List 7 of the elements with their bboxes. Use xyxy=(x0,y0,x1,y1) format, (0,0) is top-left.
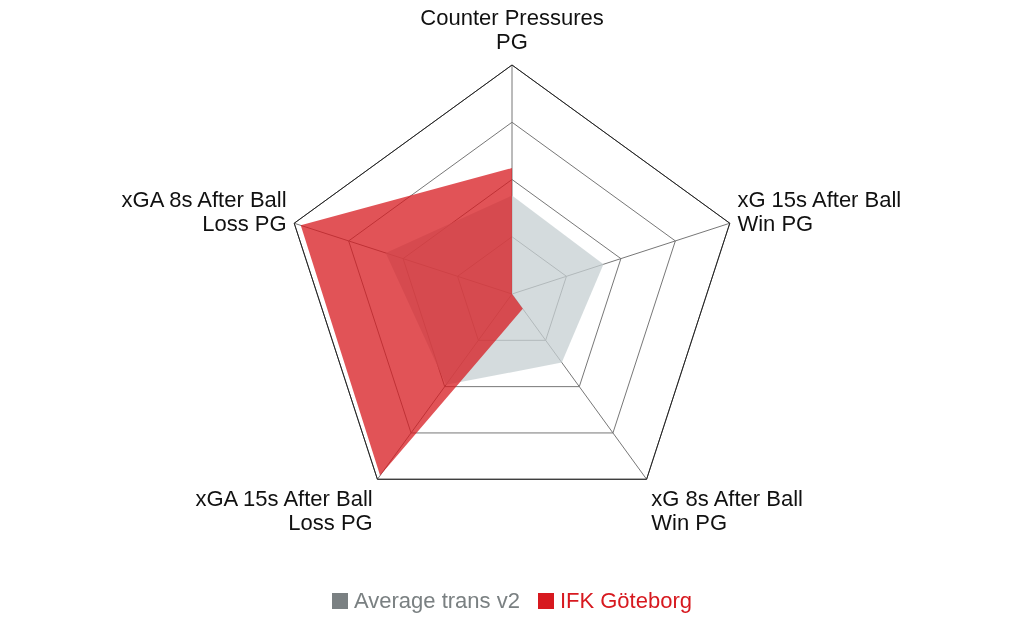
spoke-label: xGA 8s After Ball Loss PG xyxy=(121,186,287,236)
spoke-label: xG 15s After Ball Win PG xyxy=(737,186,902,236)
legend-label: IFK Göteborg xyxy=(559,588,692,614)
spoke-label: xGA 15s After Ball Loss PG xyxy=(195,485,373,535)
spoke-label: xG 8s After Ball Win PG xyxy=(651,485,803,535)
spoke-label: Counter Pressures PG xyxy=(420,5,604,54)
legend-label: Average trans v2 xyxy=(354,588,520,614)
